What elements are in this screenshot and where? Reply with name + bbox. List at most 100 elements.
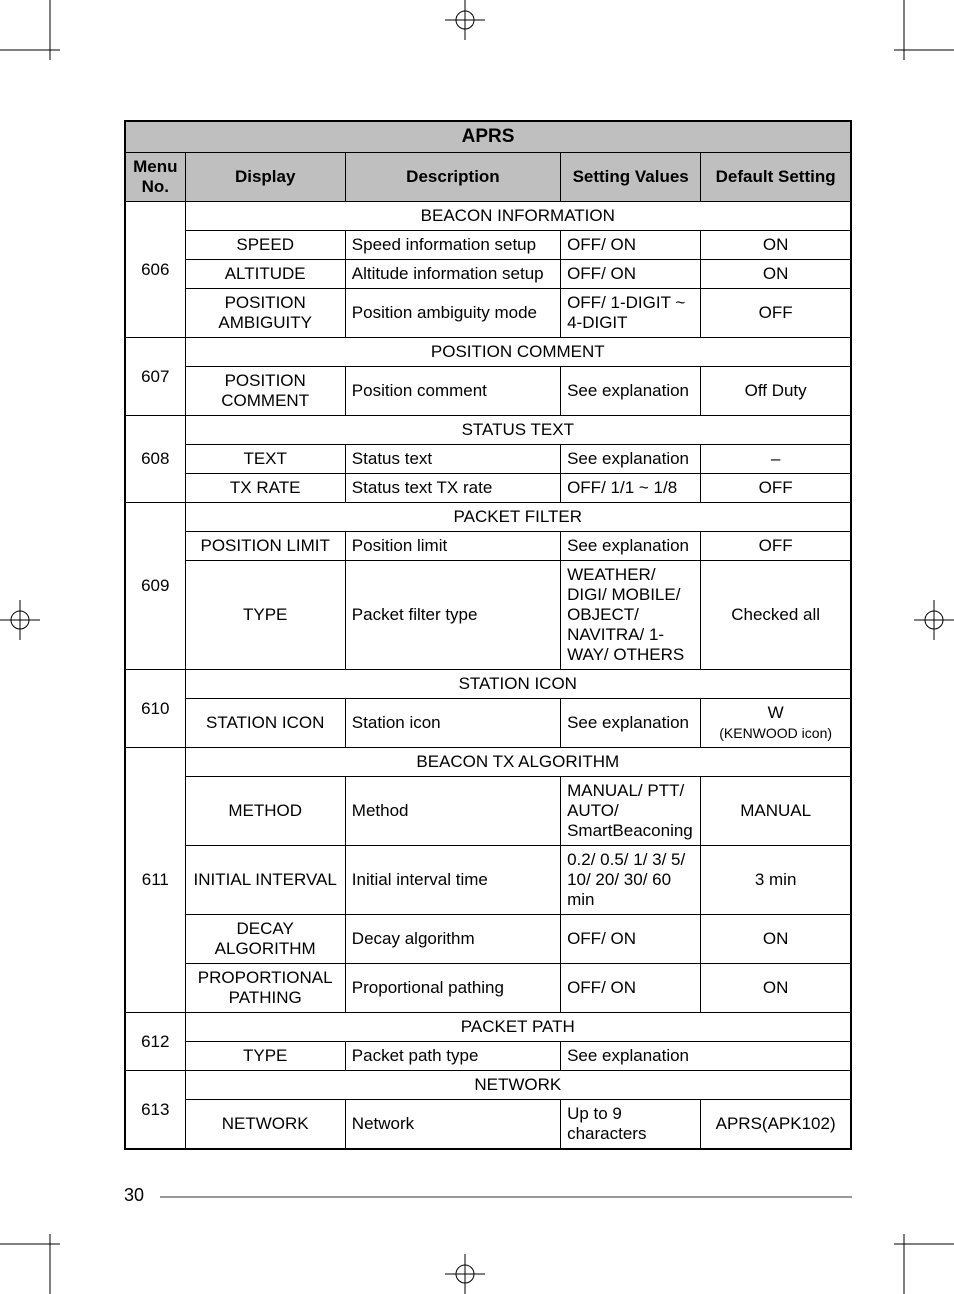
default-cell: Off Duty (701, 367, 851, 416)
description-cell: Status text TX rate (345, 474, 560, 503)
default-cell: Checked all (701, 561, 851, 670)
setting-values-cell: OFF/ ON (561, 964, 701, 1013)
table-title: APRS (125, 121, 851, 153)
section-heading: PACKET PATH (185, 1013, 851, 1042)
reg-mark-top (445, 0, 485, 40)
description-cell: Speed information setup (345, 231, 560, 260)
table-row: TX RATEStatus text TX rateOFF/ 1/1 ~ 1/8… (125, 474, 851, 503)
menu-no-cell: 607 (125, 338, 185, 416)
display-cell: POSITION AMBIGUITY (185, 289, 345, 338)
table-row: ALTITUDEAltitude information setupOFF/ O… (125, 260, 851, 289)
display-cell: TYPE (185, 1042, 345, 1071)
display-cell: ALTITUDE (185, 260, 345, 289)
menu-no-cell: 610 (125, 670, 185, 748)
display-cell: NETWORK (185, 1100, 345, 1150)
description-cell: Proportional pathing (345, 964, 560, 1013)
default-cell: ON (701, 231, 851, 260)
table-row: METHODMethodMANUAL/ PTT/ AUTO/ SmartBeac… (125, 777, 851, 846)
setting-values-cell: See explanation (561, 699, 701, 748)
description-cell: Decay algorithm (345, 915, 560, 964)
menu-no-cell: 606 (125, 202, 185, 338)
display-cell: INITIAL INTERVAL (185, 846, 345, 915)
default-cell: OFF (701, 474, 851, 503)
aprs-menu-table: APRS Menu No. Display Description Settin… (124, 120, 852, 1150)
section-heading: BEACON INFORMATION (185, 202, 851, 231)
section-heading: PACKET FILTER (185, 503, 851, 532)
th-description: Description (345, 153, 560, 202)
description-cell: Initial interval time (345, 846, 560, 915)
default-cell: APRS(APK102) (701, 1100, 851, 1150)
reg-mark-left (0, 600, 40, 640)
description-cell: Position limit (345, 532, 560, 561)
table-row: POSITION AMBIGUITYPosition ambiguity mod… (125, 289, 851, 338)
section-heading: STATUS TEXT (185, 416, 851, 445)
description-cell: Position comment (345, 367, 560, 416)
table-row: TYPEPacket filter typeWEATHER/ DIGI/ MOB… (125, 561, 851, 670)
description-cell: Station icon (345, 699, 560, 748)
default-cell: W(KENWOOD icon) (701, 699, 851, 748)
description-cell: Network (345, 1100, 560, 1150)
setting-values-cell: See explanation (561, 532, 701, 561)
table-row: PROPORTIONAL PATHINGProportional pathing… (125, 964, 851, 1013)
description-cell: Position ambiguity mode (345, 289, 560, 338)
menu-no-cell: 612 (125, 1013, 185, 1071)
crop-mark-tl (0, 0, 80, 80)
setting-values-cell: Up to 9 characters (561, 1100, 701, 1150)
setting-values-cell: See explanation (561, 445, 701, 474)
setting-values-cell: 0.2/ 0.5/ 1/ 3/ 5/ 10/ 20/ 30/ 60 min (561, 846, 701, 915)
display-cell: PROPORTIONAL PATHING (185, 964, 345, 1013)
default-cell: 3 min (701, 846, 851, 915)
crop-mark-bl (0, 1214, 80, 1294)
section-heading: BEACON TX ALGORITHM (185, 748, 851, 777)
th-default: Default Setting (701, 153, 851, 202)
crop-mark-br (874, 1214, 954, 1294)
th-setting-values: Setting Values (561, 153, 701, 202)
setting-values-cell: OFF/ 1/1 ~ 1/8 (561, 474, 701, 503)
default-cell: MANUAL (701, 777, 851, 846)
display-cell: STATION ICON (185, 699, 345, 748)
default-cell: – (701, 445, 851, 474)
description-cell: Packet path type (345, 1042, 560, 1071)
table-row: TYPEPacket path typeSee explanation (125, 1042, 851, 1071)
setting-values-cell: See explanation (561, 1042, 851, 1071)
menu-no-cell: 608 (125, 416, 185, 503)
description-cell: Packet filter type (345, 561, 560, 670)
menu-no-cell: 609 (125, 503, 185, 670)
reg-mark-bottom (445, 1254, 485, 1294)
display-cell: TYPE (185, 561, 345, 670)
table-row: STATION ICONStation iconSee explanationW… (125, 699, 851, 748)
section-heading: STATION ICON (185, 670, 851, 699)
setting-values-cell: OFF/ ON (561, 231, 701, 260)
crop-mark-tr (874, 0, 954, 80)
default-cell: ON (701, 915, 851, 964)
default-cell: OFF (701, 532, 851, 561)
th-display: Display (185, 153, 345, 202)
page-number: 30 (124, 1185, 144, 1206)
table-row: POSITION LIMITPosition limitSee explanat… (125, 532, 851, 561)
description-cell: Altitude information setup (345, 260, 560, 289)
display-cell: POSITION COMMENT (185, 367, 345, 416)
th-menu-no: Menu No. (125, 153, 185, 202)
description-cell: Method (345, 777, 560, 846)
table-row: INITIAL INTERVALInitial interval time0.2… (125, 846, 851, 915)
default-cell: OFF (701, 289, 851, 338)
setting-values-cell: OFF/ ON (561, 915, 701, 964)
table-row: SPEEDSpeed information setupOFF/ ONON (125, 231, 851, 260)
section-heading: NETWORK (185, 1071, 851, 1100)
table-row: POSITION COMMENTPosition commentSee expl… (125, 367, 851, 416)
display-cell: DECAY ALGORITHM (185, 915, 345, 964)
table-row: TEXTStatus textSee explanation– (125, 445, 851, 474)
menu-no-cell: 613 (125, 1071, 185, 1150)
setting-values-cell: See explanation (561, 367, 701, 416)
display-cell: METHOD (185, 777, 345, 846)
section-heading: POSITION COMMENT (185, 338, 851, 367)
setting-values-cell: OFF/ ON (561, 260, 701, 289)
reg-mark-right (914, 600, 954, 640)
menu-no-cell: 611 (125, 748, 185, 1013)
default-cell: ON (701, 260, 851, 289)
table-row: NETWORKNetworkUp to 9 charactersAPRS(APK… (125, 1100, 851, 1150)
display-cell: SPEED (185, 231, 345, 260)
display-cell: POSITION LIMIT (185, 532, 345, 561)
display-cell: TEXT (185, 445, 345, 474)
default-cell: ON (701, 964, 851, 1013)
